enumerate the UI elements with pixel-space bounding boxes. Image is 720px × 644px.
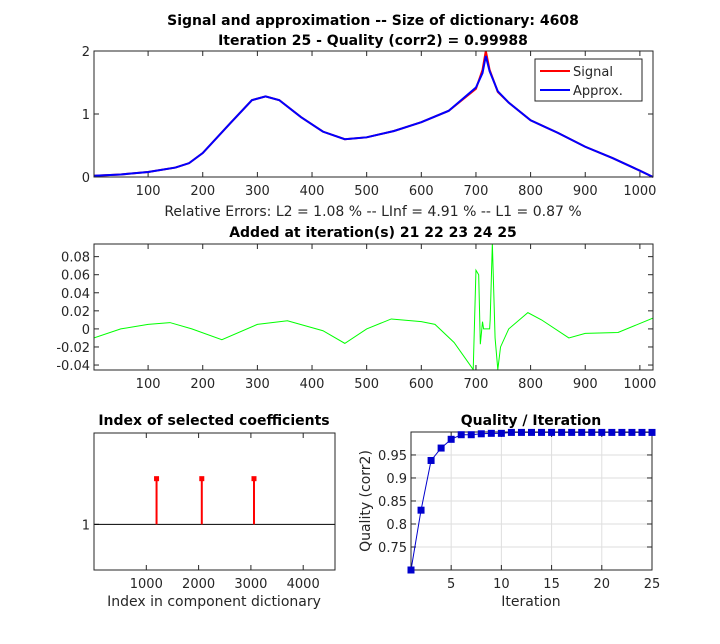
x-tick-label: 1000 bbox=[130, 577, 163, 592]
quality-marker bbox=[497, 429, 505, 437]
x-tick-label: 300 bbox=[245, 377, 270, 392]
quality-marker bbox=[548, 428, 556, 436]
x-tick-label: 700 bbox=[464, 377, 489, 392]
y-tick-label: 0.04 bbox=[61, 287, 90, 302]
axes-frame bbox=[93, 432, 336, 571]
x-tick-label: 200 bbox=[190, 184, 215, 199]
y-tick-label: 0.95 bbox=[378, 449, 407, 464]
x-tick-label: 1000 bbox=[623, 377, 656, 392]
legend-signal-label: Signal bbox=[573, 65, 613, 80]
x-tick-label: 400 bbox=[300, 377, 325, 392]
quality-marker bbox=[417, 506, 425, 514]
quality-marker bbox=[558, 428, 566, 436]
plot2-title: Added at iteration(s) 21 22 23 24 25 bbox=[229, 225, 517, 241]
quality-marker bbox=[507, 428, 515, 436]
legend: Signal Approx. bbox=[534, 58, 643, 102]
quality-marker bbox=[447, 435, 455, 443]
x-tick-label: 2000 bbox=[182, 577, 215, 592]
plot1-title-line2: Iteration 25 - Quality (corr2) = 0.99988 bbox=[218, 33, 528, 49]
x-tick-label: 500 bbox=[354, 184, 379, 199]
stem-marker bbox=[251, 476, 257, 482]
signal-axes: 100 200 300 400 500 600 700 800 900 1000 0 1 2 bbox=[82, 45, 657, 199]
x-tick-label: 100 bbox=[136, 184, 161, 199]
plot4-xlabel: Iteration bbox=[501, 594, 560, 610]
quality-marker bbox=[598, 428, 606, 436]
quality-marker bbox=[638, 428, 646, 436]
x-tick-label: 600 bbox=[409, 377, 434, 392]
axes-frame bbox=[93, 50, 654, 178]
quality-axes: 5 10 15 20 25 0.75 0.8 0.85 0.9 0.95 bbox=[378, 428, 661, 592]
x-tick-label: 20 bbox=[594, 577, 611, 592]
quality-marker bbox=[467, 431, 475, 439]
quality-marker bbox=[578, 428, 586, 436]
x-tick-label: 400 bbox=[300, 184, 325, 199]
residual-line bbox=[94, 244, 653, 370]
coefficients-axes: 1000 2000 3000 4000 1 bbox=[82, 432, 336, 592]
x-tick-label: 800 bbox=[518, 184, 543, 199]
quality-marker bbox=[477, 430, 485, 438]
plot4-ylabel: Quality (corr2) bbox=[358, 450, 374, 552]
quality-marker bbox=[437, 444, 445, 452]
quality-marker bbox=[628, 428, 636, 436]
quality-marker bbox=[618, 428, 626, 436]
quality-marker bbox=[538, 428, 546, 436]
x-tick-label: 500 bbox=[354, 377, 379, 392]
y-tick-label: 2 bbox=[82, 45, 90, 60]
x-tick-label: 900 bbox=[573, 184, 598, 199]
axes-frame bbox=[93, 243, 654, 371]
y-tick-label: 0 bbox=[82, 323, 90, 338]
x-tick-label: 100 bbox=[136, 377, 161, 392]
legend-approx-label: Approx. bbox=[573, 84, 623, 99]
quality-marker bbox=[407, 566, 415, 574]
x-tick-label: 15 bbox=[543, 577, 560, 592]
x-tick-label: 10 bbox=[493, 577, 510, 592]
quality-marker bbox=[608, 428, 616, 436]
quality-marker bbox=[528, 428, 535, 436]
residual-axes: 100 200 300 400 500 600 700 800 900 1000 -0.04 -0.0… bbox=[56, 243, 656, 392]
quality-marker bbox=[568, 428, 576, 436]
plot3-title: Index of selected coefficients bbox=[98, 413, 329, 429]
y-tick-label: 0.8 bbox=[386, 518, 407, 533]
quality-marker bbox=[457, 431, 465, 439]
x-tick-label: 3000 bbox=[234, 577, 267, 592]
y-tick-label: 0.75 bbox=[378, 541, 407, 556]
y-tick-label: -0.02 bbox=[56, 341, 90, 356]
x-tick-label: 5 bbox=[447, 577, 455, 592]
stem-marker bbox=[199, 476, 205, 482]
x-tick-label: 1000 bbox=[623, 184, 656, 199]
stem-marker bbox=[154, 476, 160, 482]
quality-marker bbox=[487, 429, 495, 437]
plot1-title-line1: Signal and approximation -- Size of dict… bbox=[167, 13, 579, 29]
y-tick-label: 0.9 bbox=[386, 472, 407, 487]
y-tick-label: -0.04 bbox=[56, 359, 90, 374]
y-tick-label: 0.02 bbox=[61, 305, 90, 320]
y-tick-label: 0 bbox=[82, 171, 90, 186]
x-tick-label: 900 bbox=[573, 377, 598, 392]
relative-errors-label: Relative Errors: L2 = 1.08 % -- LInf = 4… bbox=[164, 204, 581, 220]
x-tick-label: 600 bbox=[409, 184, 434, 199]
x-tick-label: 300 bbox=[245, 184, 270, 199]
y-tick-label: 1 bbox=[82, 518, 90, 533]
x-tick-label: 200 bbox=[190, 377, 215, 392]
y-tick-label: 1 bbox=[82, 108, 90, 123]
plot3-xlabel: Index in component dictionary bbox=[107, 594, 321, 610]
quality-marker bbox=[588, 428, 596, 436]
y-tick-label: 0.08 bbox=[61, 251, 90, 266]
plot4-title: Quality / Iteration bbox=[461, 413, 601, 429]
quality-marker bbox=[427, 456, 435, 464]
quality-marker bbox=[517, 428, 525, 436]
approx-line bbox=[93, 55, 654, 178]
x-tick-label: 4000 bbox=[287, 577, 320, 592]
quality-marker bbox=[648, 428, 656, 436]
x-tick-label: 700 bbox=[464, 184, 489, 199]
y-tick-label: 0.06 bbox=[61, 269, 90, 284]
x-tick-label: 800 bbox=[518, 377, 543, 392]
y-tick-label: 0.85 bbox=[378, 495, 407, 510]
x-tick-label: 25 bbox=[644, 577, 661, 592]
